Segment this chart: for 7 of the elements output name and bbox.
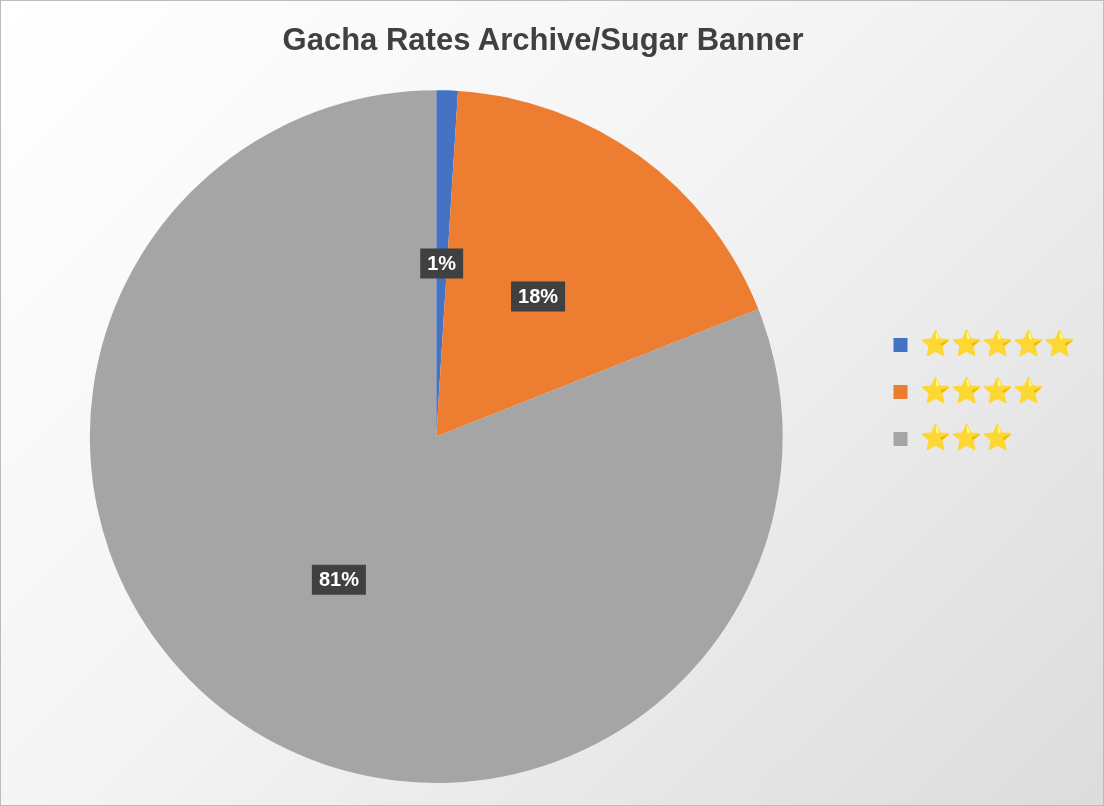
legend-label: ⭐⭐⭐	[920, 422, 1013, 451]
data-label: 1%	[427, 252, 457, 274]
chart-title: Gacha Rates Archive/Sugar Banner	[282, 22, 804, 58]
legend-label: ⭐⭐⭐⭐⭐	[920, 328, 1075, 357]
legend-label: ⭐⭐⭐⭐	[920, 375, 1044, 404]
data-label: 18%	[518, 284, 559, 307]
data-label: 81%	[318, 568, 360, 591]
